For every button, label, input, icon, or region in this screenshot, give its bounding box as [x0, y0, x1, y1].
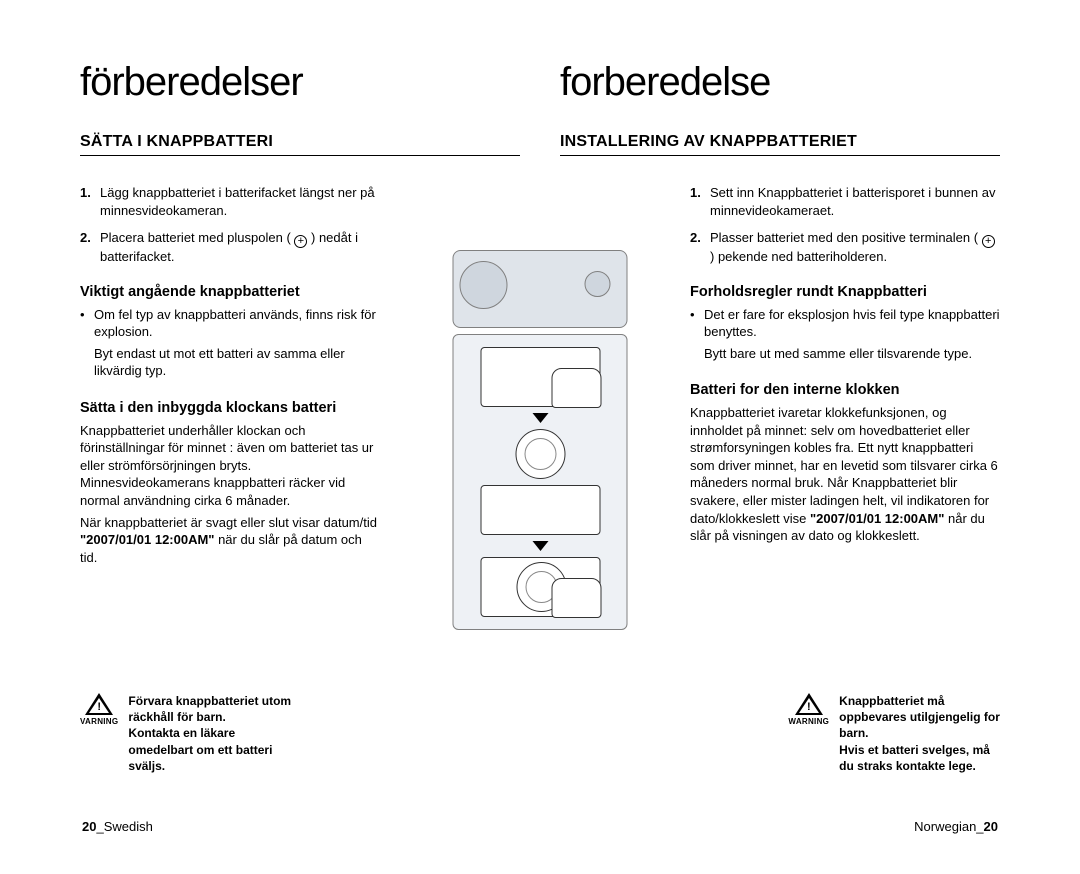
left-sub1-bullet: Om fel typ av knappbatteri används, finn… — [80, 306, 380, 341]
left-steps: 1. Lägg knappbatteriet i batterifacket l… — [80, 184, 380, 266]
left-sub1-heading: Viktigt angående knappbatteriet — [80, 284, 380, 300]
left-warning: ! VARNING Förvara knappbatteriet utom rä… — [80, 693, 292, 774]
left-sub1-para: Byt endast ut mot ett batteri av samma e… — [80, 345, 380, 380]
left-section-heading: SÄTTA I KNAPPBATTERI — [80, 133, 520, 156]
right-section-heading: INSTALLERING AV KNAPPBATTERIET — [560, 133, 1000, 156]
left-sub1: Viktigt angående knappbatteriet Om fel t… — [80, 284, 380, 380]
right-step-2: 2. Plasser batteriet med den positive te… — [690, 229, 1000, 266]
left-sub2: Sätta i den inbyggda klockans batteri Kn… — [80, 400, 380, 566]
right-warning-text: Knappbatteriet må oppbevares utilgjengel… — [839, 693, 1000, 774]
left-sub2-heading: Sätta i den inbyggda klockans batteri — [80, 400, 380, 416]
page-spread: förberedelser SÄTTA I KNAPPBATTERI 1. Lä… — [80, 60, 1000, 834]
left-step-2: 2. Placera batteriet med pluspolen ( + )… — [80, 229, 380, 266]
right-sub2: Batteri for den interne klokken Knappbat… — [690, 382, 1000, 544]
battery-diagram-steps — [453, 334, 628, 630]
right-sub1-heading: Forholdsregler rundt Knappbatteri — [690, 284, 1000, 300]
right-warning: ! WARNING Knappbatteriet må oppbevares u… — [788, 693, 1000, 774]
warning-icon: ! WARNING — [788, 693, 829, 726]
arrow-down-icon — [532, 413, 548, 423]
battery-diagram-camera — [453, 250, 628, 328]
right-sub2-heading: Batteri for den interne klokken — [690, 382, 1000, 398]
right-step-1: 1. Sett inn Knappbatteriet i batterispor… — [690, 184, 1000, 219]
right-sub1: Forholdsregler rundt Knappbatteri Det er… — [690, 284, 1000, 363]
left-footer: 20_Swedish — [82, 819, 153, 834]
left-step-1: 1. Lägg knappbatteriet i batterifacket l… — [80, 184, 380, 219]
right-sub1-para: Bytt bare ut med samme eller tilsvarende… — [690, 345, 1000, 363]
left-sub2-p1: Knappbatteriet underhåller klockan och f… — [80, 422, 380, 510]
warning-icon: ! VARNING — [80, 693, 118, 726]
plus-icon: + — [294, 235, 307, 248]
left-sub2-p2: När knappbatteriet är svagt eller slut v… — [80, 514, 380, 567]
right-sub1-bullet: Det er fare for eksplosjon hvis feil typ… — [690, 306, 1000, 341]
plus-icon: + — [982, 235, 995, 248]
arrow-down-icon — [532, 541, 548, 551]
right-footer: Norwegian_20 — [914, 819, 998, 834]
right-title: forberedelse — [560, 60, 1000, 105]
center-illustration — [453, 250, 628, 630]
left-warning-text: Förvara knappbatteriet utom räckhåll för… — [128, 693, 291, 774]
right-steps: 1. Sett inn Knappbatteriet i batterispor… — [690, 184, 1000, 266]
right-sub2-p1: Knappbatteriet ivaretar klokkefunksjonen… — [690, 404, 1000, 544]
left-title: förberedelser — [80, 60, 520, 105]
